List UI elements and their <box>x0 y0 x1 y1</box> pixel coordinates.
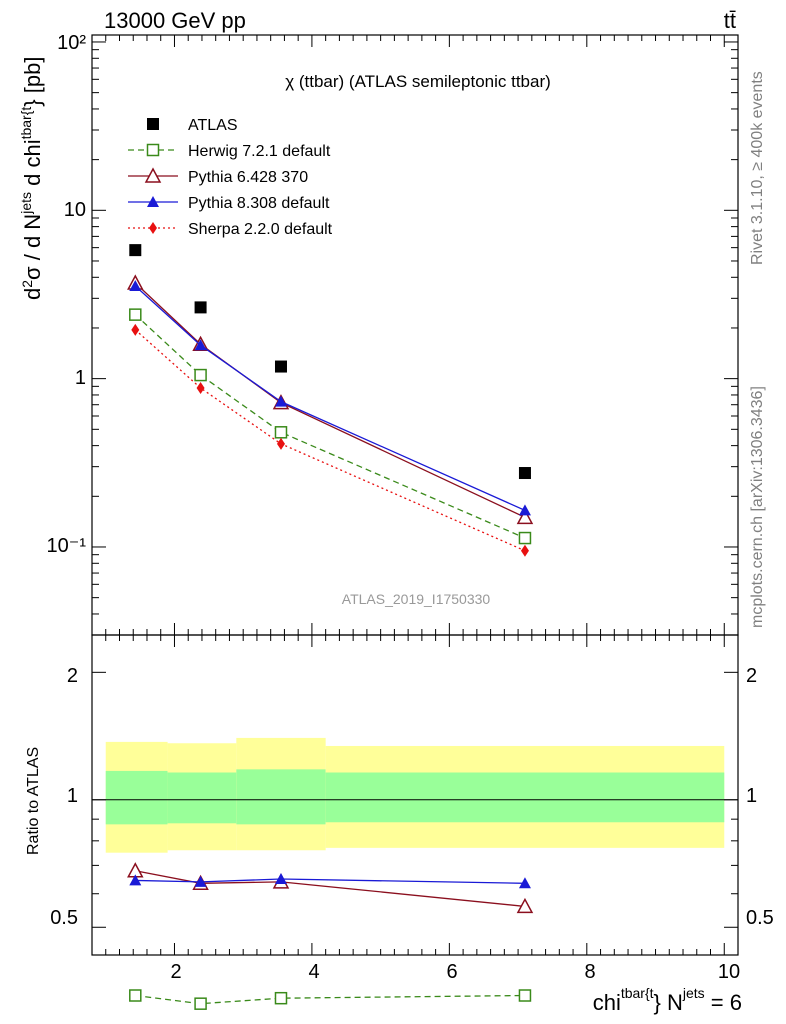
data-point <box>520 544 529 557</box>
data-point <box>194 368 207 382</box>
data-point <box>274 426 288 439</box>
legend-label: Sherpa 2.2.0 default <box>188 221 333 238</box>
data-point <box>129 280 142 292</box>
data-point <box>194 875 207 887</box>
stat-band-bin <box>105 770 168 825</box>
legend: ATLAS Herwig 7.2.1 default Pythia 6.428 37… <box>128 117 333 238</box>
data-point <box>194 997 207 1010</box>
data-point <box>274 991 288 1005</box>
main-y-axis-label: d2σ / d Njets d chitbar{t} [pb] <box>18 57 45 300</box>
series-line <box>134 282 526 518</box>
x-tick-label: 2 <box>170 961 181 983</box>
y-tick-label: 10² <box>57 32 86 54</box>
x-tick-label: 10 <box>718 961 740 983</box>
ratio-tick-label-right: 0.5 <box>746 907 774 929</box>
ratio-tick-label: 1 <box>67 785 78 807</box>
ratio-uncertainty-bands <box>105 737 725 853</box>
data-point <box>276 437 285 450</box>
data-point <box>194 301 207 314</box>
legend-marker <box>149 222 157 234</box>
stat-band-bin <box>236 769 326 825</box>
data-point <box>274 360 287 373</box>
ratio-plot-frame <box>91 634 739 956</box>
ratio-series <box>127 862 534 1010</box>
legend-marker <box>147 118 159 130</box>
ratio-tick-label-right: 2 <box>746 665 757 687</box>
ratio-y-tick-labels-left: 0.5 1 2 <box>50 665 78 929</box>
series-line <box>135 870 526 908</box>
data-point <box>131 323 140 336</box>
stat-band-bin <box>325 772 725 823</box>
x-axis-label: chitbar{t} Njets = 6 <box>593 985 742 1015</box>
process-label: tt̄ <box>724 8 736 33</box>
x-tick-label: 8 <box>584 961 595 983</box>
data-point <box>518 989 532 1002</box>
data-point <box>274 873 287 885</box>
legend-marker <box>146 143 160 157</box>
x-tick-label: 4 <box>308 961 319 983</box>
series-line <box>134 329 526 552</box>
data-point <box>516 508 534 525</box>
axis-ticks <box>92 35 738 955</box>
rivet-label: Rivet 3.1.10, ≥ 400k events <box>749 71 766 265</box>
data-point <box>518 531 532 545</box>
ratio-y-axis-label: Ratio to ATLAS <box>25 747 42 855</box>
energy-label: 13000 GeV pp <box>104 8 246 33</box>
data-point <box>516 897 534 914</box>
series-line <box>135 994 525 1005</box>
y-tick-label: 1 <box>75 367 86 389</box>
main-series <box>127 244 534 557</box>
mcplots-label: mcplots.cern.ch [arXiv:1306.3436] <box>749 386 766 628</box>
x-tick-labels: 2 4 6 8 10 <box>170 961 740 983</box>
y-tick-label: 10 <box>64 199 86 221</box>
data-point <box>129 244 142 257</box>
data-point <box>518 467 531 480</box>
ratio-tick-label-right: 1 <box>746 785 757 807</box>
series-line <box>135 878 525 884</box>
y-tick-label: 10⁻¹ <box>47 535 87 557</box>
data-point <box>129 989 142 1002</box>
ratio-tick-label: 0.5 <box>50 907 78 929</box>
stat-band-bin <box>167 772 237 824</box>
data-point <box>129 874 142 886</box>
data-point <box>518 504 531 516</box>
data-point <box>274 395 287 407</box>
plot-title: χ (ttbar) (ATLAS semileptonic ttbar) <box>285 72 551 91</box>
data-point <box>194 339 207 351</box>
series-line <box>134 285 526 511</box>
legend-label: Herwig 7.2.1 default <box>188 143 331 160</box>
legend-label: ATLAS <box>188 117 238 134</box>
legend-label: Pythia 8.308 default <box>188 195 330 212</box>
analysis-watermark: ATLAS_2019_I1750330 <box>342 591 491 607</box>
data-point <box>129 308 142 321</box>
series-line <box>134 314 526 539</box>
data-point <box>196 381 205 394</box>
main-y-tick-labels: 10⁻¹ 1 10 10² <box>47 32 87 557</box>
legend-label: Pythia 6.428 370 <box>188 169 308 186</box>
legend-marker <box>147 196 159 207</box>
legend-marker <box>144 167 162 183</box>
data-point <box>518 877 531 889</box>
x-tick-label: 6 <box>446 961 457 983</box>
ratio-y-tick-labels-right: 0.5 1 2 <box>746 665 774 929</box>
ratio-tick-label: 2 <box>67 665 78 687</box>
